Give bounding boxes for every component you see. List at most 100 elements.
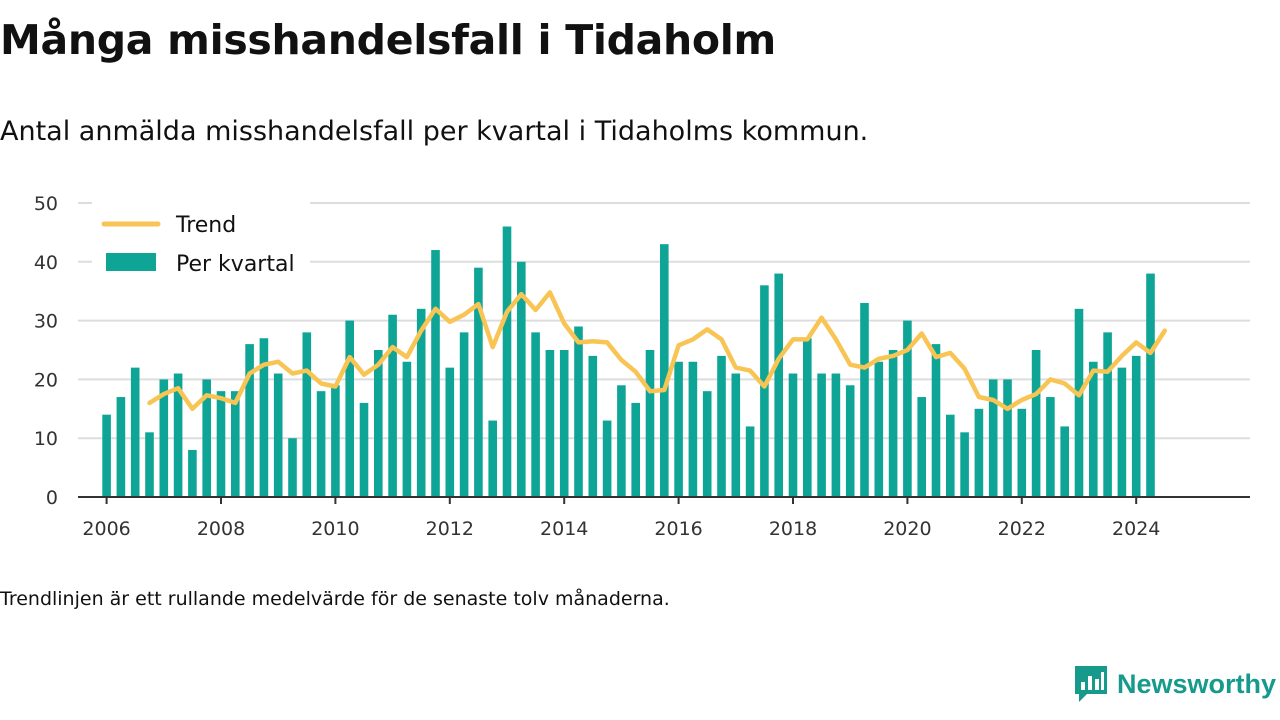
bar: [1103, 332, 1112, 497]
bar: [1131, 355, 1141, 497]
y-axis: 0 10 20 30 40 50: [34, 193, 58, 509]
bar: [946, 414, 955, 497]
bar: [231, 391, 240, 497]
bar: [588, 355, 598, 497]
brand-logo: Newsworthy: [1073, 664, 1276, 704]
bar: [359, 402, 369, 497]
x-tick-label: 2008: [197, 518, 245, 540]
bar: [302, 332, 312, 497]
bar: [517, 261, 526, 497]
bar: [760, 285, 769, 497]
line-series-trend: [147, 290, 1168, 412]
bar: [731, 373, 741, 497]
bar-chart-chat-bubble-icon: [1074, 666, 1107, 702]
bar: [917, 397, 926, 497]
bar: [1146, 273, 1155, 497]
bar: [316, 391, 326, 497]
bar: [1074, 308, 1084, 497]
x-tick-label: 2016: [654, 518, 702, 540]
y-tick-label: 10: [34, 428, 58, 450]
x-tick-label: 2024: [1112, 518, 1160, 540]
bar: [788, 373, 798, 497]
bar: [645, 350, 655, 497]
brand-name: Newsworthy: [1116, 668, 1276, 699]
x-tick-label: 2006: [82, 518, 130, 540]
bar: [674, 361, 683, 497]
bar: [888, 350, 898, 497]
bar: [116, 397, 126, 497]
bar: [1031, 350, 1041, 497]
legend-label-trend: Trend: [175, 213, 236, 238]
bar: [145, 432, 154, 497]
bar: [631, 402, 640, 497]
bar: [988, 379, 998, 497]
bar: [688, 361, 698, 497]
bar: [216, 391, 226, 497]
bar: [774, 273, 783, 497]
bar: [188, 449, 197, 497]
x-tick-label: 2010: [311, 518, 359, 540]
bar: [1017, 408, 1027, 497]
bar: [502, 226, 512, 497]
bar: [445, 367, 455, 497]
bar: [159, 379, 169, 497]
bar: [803, 338, 812, 497]
bar: [202, 379, 211, 497]
bar: [1089, 361, 1098, 497]
bar: [817, 373, 826, 497]
bar: [102, 414, 111, 497]
bar: [531, 332, 540, 497]
bar: [474, 267, 483, 497]
bar: [574, 326, 583, 497]
legend: Trend Per kvartal: [92, 202, 310, 284]
bar: [345, 320, 354, 497]
bar: [374, 350, 383, 497]
bar: [903, 320, 912, 497]
bar: [545, 350, 555, 497]
bar: [288, 438, 297, 497]
page-subtitle: Antal anmälda misshandelsfall per kvarta…: [0, 116, 869, 147]
bar: [559, 350, 569, 497]
y-tick-label: 20: [34, 369, 58, 391]
bar: [416, 308, 426, 497]
bar: [1117, 367, 1127, 497]
bar: [459, 332, 469, 497]
x-tick-label: 2018: [769, 518, 817, 540]
bar: [702, 391, 712, 497]
y-tick-label: 30: [34, 311, 58, 333]
trend-line: [147, 290, 1168, 412]
bar: [273, 373, 283, 497]
bar: [1060, 426, 1069, 497]
y-tick-label: 0: [46, 487, 58, 509]
bar: [259, 338, 269, 497]
bar: [931, 344, 941, 497]
bar: [1046, 397, 1055, 497]
bar: [402, 361, 412, 497]
bar: [617, 385, 626, 497]
bar: [717, 355, 726, 497]
bar: [173, 373, 183, 497]
footnote: Trendlinjen är ett rullande medelvärde f…: [0, 588, 670, 610]
y-tick-label: 50: [34, 193, 58, 215]
legend-swatch-per-kvartal: [106, 253, 156, 271]
bar: [331, 385, 340, 497]
bar: [745, 426, 755, 497]
bar-series-per-kvartal: [102, 226, 1155, 497]
legend-label-per-kvartal: Per kvartal: [176, 252, 295, 277]
x-tick-label: 2014: [540, 518, 588, 540]
bar: [831, 373, 841, 497]
bar: [960, 432, 969, 497]
x-tick-label: 2012: [426, 518, 474, 540]
bar: [488, 420, 497, 497]
x-tick-label: 2022: [998, 518, 1046, 540]
page-title: Många misshandelsfall i Tidaholm: [0, 16, 776, 64]
bar: [245, 344, 254, 497]
bar: [431, 250, 440, 497]
x-tick-label: 2020: [883, 518, 931, 540]
bar: [388, 314, 397, 497]
bar: [1003, 379, 1012, 497]
bar: [860, 302, 869, 497]
bar: [130, 367, 140, 497]
bar: [660, 244, 669, 497]
bar: [974, 408, 984, 497]
